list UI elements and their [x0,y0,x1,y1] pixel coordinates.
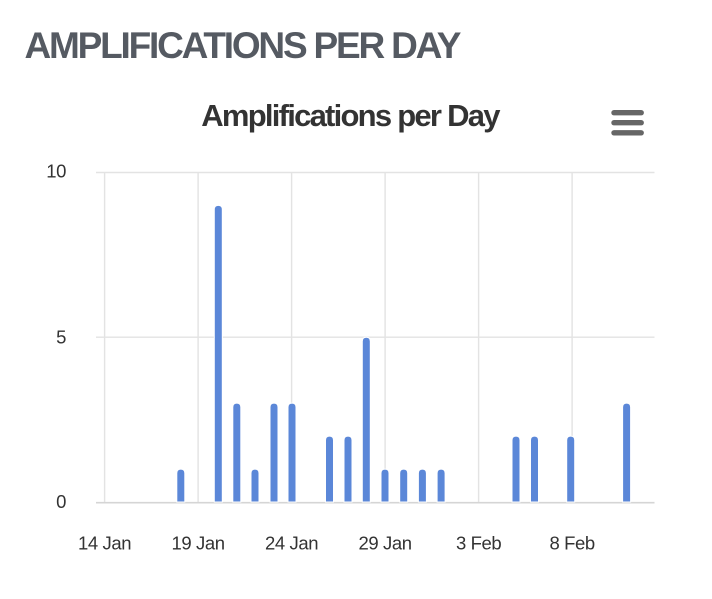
svg-text:AMPLIFICATIONS PER DAY: AMPLIFICATIONS PER DAY [25,25,462,66]
svg-text:5: 5 [56,326,66,347]
svg-text:10: 10 [46,161,66,182]
svg-text:8 Feb: 8 Feb [549,533,594,554]
svg-text:3 Feb: 3 Feb [456,533,501,554]
svg-text:0: 0 [56,491,66,512]
svg-text:14 Jan: 14 Jan [78,533,131,554]
svg-text:29 Jan: 29 Jan [359,533,412,554]
svg-text:24 Jan: 24 Jan [265,533,318,554]
svg-text:Amplifications per Day: Amplifications per Day [201,98,501,133]
svg-text:19 Jan: 19 Jan [172,533,225,554]
